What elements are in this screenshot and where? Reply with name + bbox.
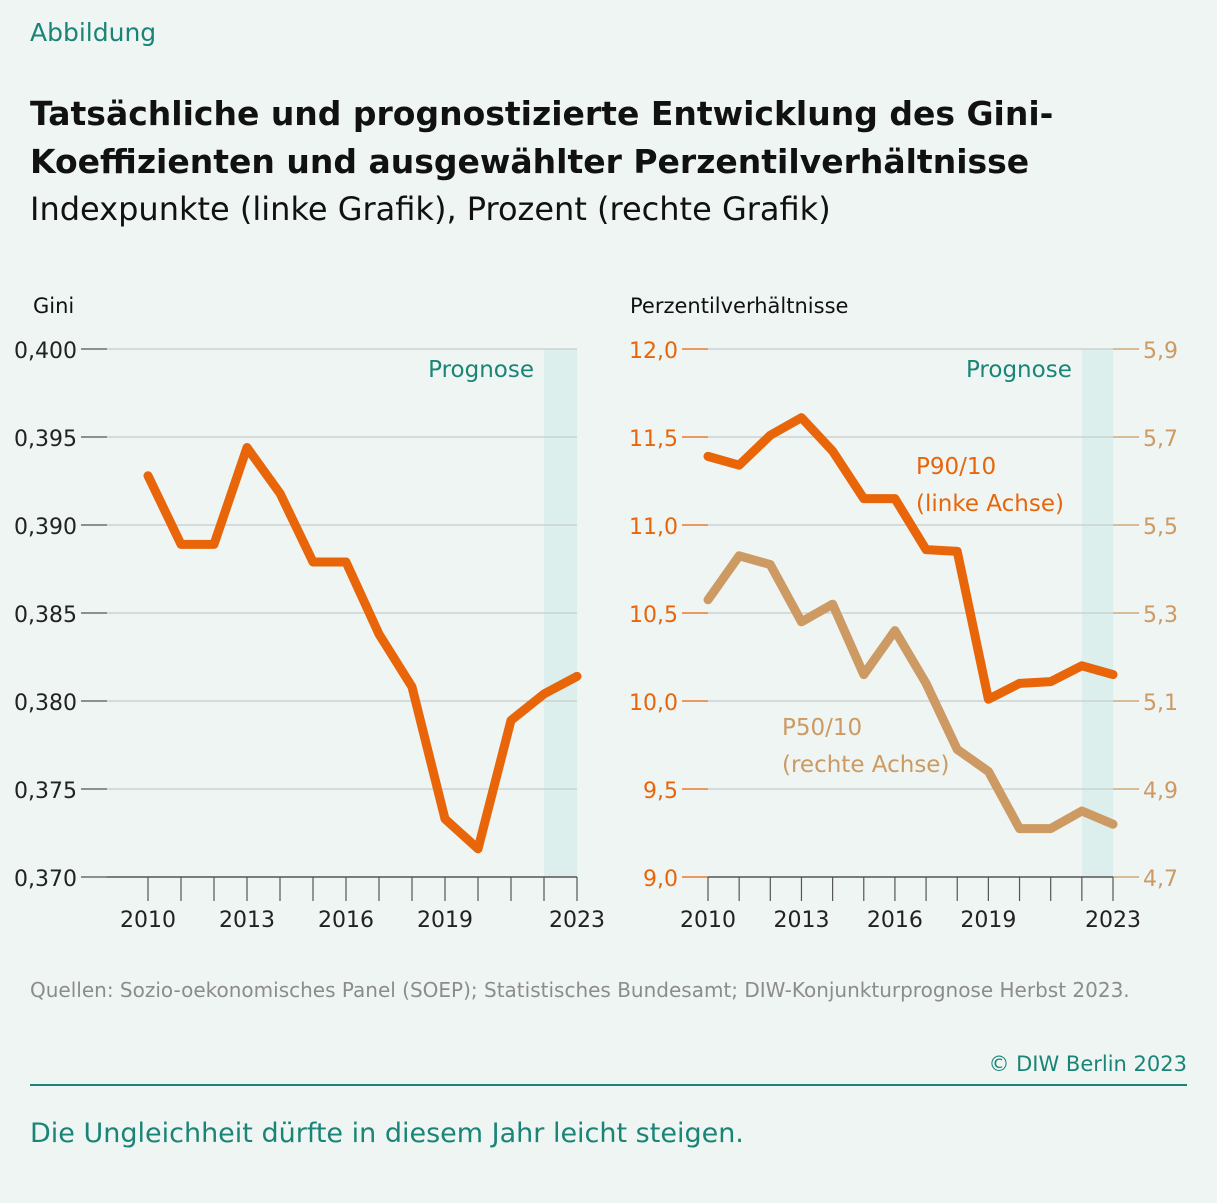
- y-tick-label: 11,0: [629, 515, 678, 540]
- x-tick-label: 2023: [1085, 908, 1141, 933]
- series-annotation: (linke Achse): [916, 491, 1064, 517]
- x-tick-label: 2016: [867, 908, 923, 933]
- y-tick-label: 0,375: [14, 779, 77, 804]
- series-annotation: (rechte Achse): [782, 752, 949, 778]
- y-tick-label: 0,395: [14, 427, 77, 452]
- series-line-P90-10: [703, 413, 1118, 704]
- chart-subtitle: Indexpunkte (linke Grafik), Prozent (rec…: [30, 190, 831, 228]
- y-tick-label-right: 4,7: [1143, 867, 1178, 892]
- y-tick-label: 9,0: [643, 867, 678, 892]
- y-tick-label: 0,380: [14, 691, 77, 716]
- x-tick-label: 2019: [960, 908, 1016, 933]
- x-tick-label: 2013: [773, 908, 829, 933]
- y-tick-label-right: 5,5: [1143, 515, 1178, 540]
- y-tick-label: 0,390: [14, 515, 77, 540]
- y-tick-label: 0,400: [14, 339, 77, 364]
- x-tick-label: 2019: [417, 908, 473, 933]
- y-tick-label: 12,0: [629, 339, 678, 364]
- y-tick-label-right: 5,1: [1143, 691, 1178, 716]
- divider: [30, 1084, 1187, 1086]
- y-tick-label-right: 4,9: [1143, 779, 1178, 804]
- y-tick-label: 9,5: [643, 779, 678, 804]
- chart-title: Tatsächliche und prognostizierte Entwick…: [30, 94, 1054, 181]
- x-tick-label: 2010: [120, 908, 176, 933]
- y-tick-label-right: 5,3: [1143, 603, 1178, 628]
- y-axis-title: Gini: [33, 294, 74, 318]
- copyright: © DIW Berlin 2023: [988, 1052, 1187, 1076]
- y-tick-label: 0,385: [14, 603, 77, 628]
- y-tick-label-right: 5,7: [1143, 427, 1178, 452]
- y-tick-label-right: 5,9: [1143, 339, 1178, 364]
- x-tick-label: 2010: [680, 908, 736, 933]
- forecast-label: Prognose: [966, 357, 1072, 383]
- x-tick-label: 2023: [549, 908, 605, 933]
- caption: Die Ungleichheit dürfte in diesem Jahr l…: [30, 1118, 744, 1149]
- y-axis-title: Perzentilverhältnisse: [630, 294, 848, 318]
- series-label: P90/10: [916, 454, 996, 480]
- x-tick-label: 2016: [318, 908, 374, 933]
- y-tick-label: 10,0: [629, 691, 678, 716]
- source-note: Quellen: Sozio-oekonomisches Panel (SOEP…: [30, 978, 1130, 1002]
- figure-label: Abbildung: [30, 18, 157, 47]
- forecast-label: Prognose: [428, 357, 534, 383]
- series-line-gini: [143, 443, 582, 854]
- series-label: P50/10: [782, 715, 862, 741]
- y-tick-label: 0,370: [14, 867, 77, 892]
- series-line-P50-10: [703, 551, 1118, 834]
- x-tick-label: 2013: [219, 908, 275, 933]
- y-tick-label: 11,5: [629, 427, 678, 452]
- y-tick-label: 10,5: [629, 603, 678, 628]
